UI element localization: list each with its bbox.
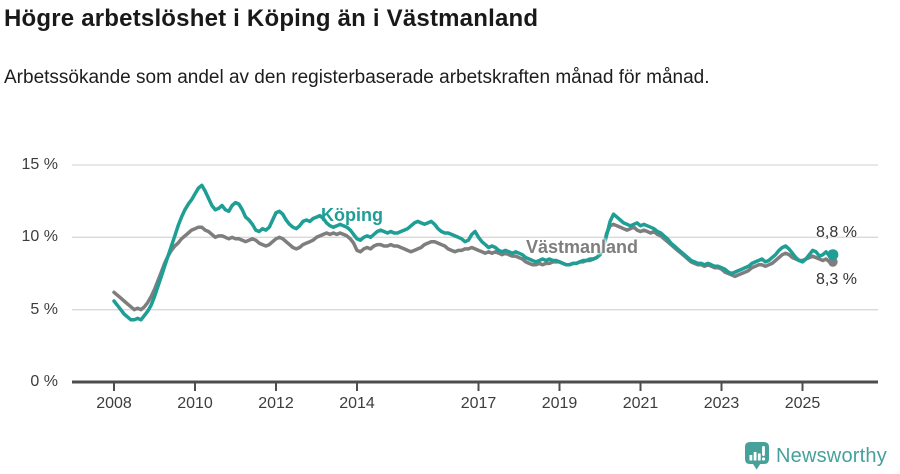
- newsworthy-logo-text: Newsworthy: [776, 444, 887, 467]
- x-tick-label: 2019: [541, 395, 578, 412]
- y-tick-label: 10 %: [21, 228, 58, 246]
- x-tick-label: 2010: [177, 395, 213, 412]
- newsworthy-logo-icon: [745, 442, 769, 470]
- x-tick-label: 2014: [339, 395, 375, 412]
- end-value-label-koping: 8,8 %: [816, 224, 857, 241]
- x-tick-label: 2017: [460, 395, 497, 412]
- series-label-koping: Köping: [321, 205, 383, 225]
- x-tick-label: 2021: [622, 395, 659, 412]
- y-tick-label: 5 %: [30, 300, 58, 318]
- x-tick-label: 2012: [258, 395, 294, 412]
- series-label-vastmanland: Västmanland: [526, 237, 639, 257]
- x-tick-label: 2023: [703, 395, 740, 412]
- brand-footer: Newsworthy: [744, 441, 887, 471]
- x-tick-label: 2025: [784, 395, 821, 412]
- y-tick-label: 0 %: [30, 373, 58, 390]
- x-tick-label: 2008: [96, 395, 132, 412]
- y-tick-label: 15 %: [21, 155, 58, 173]
- page-title: Högre arbetslöshet i Köping än i Västman…: [4, 5, 539, 32]
- end-value-label-vastmanland: 8,3 %: [816, 271, 857, 288]
- chart-subtitle: Arbetssökande som andel av den registerb…: [4, 67, 710, 88]
